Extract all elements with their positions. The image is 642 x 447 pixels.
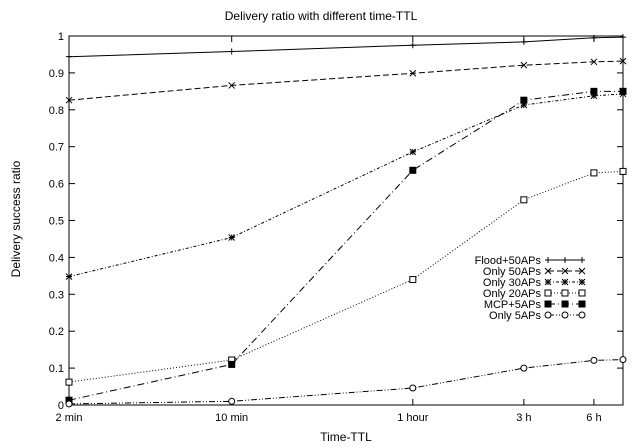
series-line-only-50aps (68, 60, 624, 101)
data-point-mcp-5aps (590, 87, 598, 95)
y-tick-label: 0.4 (49, 252, 64, 264)
data-point-flood-50aps (520, 38, 527, 45)
data-point-flood-50aps (620, 34, 626, 41)
data-point-mcp-5aps (228, 360, 236, 368)
data-point-only-20aps (65, 378, 73, 386)
data-point-only-50aps (228, 82, 236, 89)
legend-label-only-50aps: Only 50APs (483, 266, 542, 278)
x-tick-label: 2 min (56, 412, 83, 424)
y-tick-label: 0.2 (49, 326, 64, 338)
series-line-flood-50aps (68, 36, 624, 58)
legend-marker-only-30aps (561, 278, 569, 286)
legend-marker-only-50aps (561, 267, 569, 275)
data-point-only-30aps (409, 148, 417, 156)
data-point-only-20aps (409, 276, 417, 284)
x-tick-label: 10 min (215, 412, 248, 424)
data-point-only-30aps (590, 92, 598, 100)
data-point-only-5aps (520, 364, 528, 372)
legend-marker-only-5aps (578, 311, 586, 319)
series-only-20aps (65, 167, 627, 386)
legend-marker-flood-50aps (562, 257, 568, 263)
y-tick-label: 0.5 (49, 216, 64, 228)
series-only-50aps (65, 57, 627, 104)
series-flood-50aps (66, 34, 626, 60)
x-tick-label: 1 hour (397, 412, 429, 424)
legend-marker-only-5aps (561, 311, 569, 319)
legend-label-mcp-5aps: MCP+5APs (484, 299, 542, 311)
legend-marker-only-50aps (578, 267, 586, 275)
legend-marker-only-20aps (561, 289, 569, 297)
series-mcp-5aps (65, 87, 627, 404)
data-point-only-5aps (409, 384, 417, 392)
legend-item-only-20aps: Only 20APs (483, 288, 586, 300)
data-point-flood-50aps (409, 42, 416, 49)
y-tick-label: 0.3 (49, 289, 64, 301)
y-axis-label: Delivery success ratio (9, 160, 23, 277)
legend-marker-only-20aps (578, 289, 586, 297)
data-point-only-20aps (619, 167, 627, 175)
legend-label-only-30aps: Only 30APs (483, 277, 542, 289)
data-point-flood-50aps (590, 34, 597, 41)
legend-label-only-5aps: Only 5APs (489, 310, 541, 322)
legend-marker-mcp-5aps (544, 300, 552, 308)
y-tick-label: 0.6 (49, 179, 64, 191)
y-tick-label: 0.9 (49, 68, 64, 80)
legend-marker-flood-50aps (545, 257, 551, 263)
data-point-only-50aps (619, 57, 627, 65)
legend-item-flood-50aps: Flood+50APs (475, 255, 585, 267)
data-point-only-50aps (65, 96, 73, 104)
data-point-only-30aps (65, 273, 73, 280)
data-point-flood-50aps (66, 53, 72, 60)
data-point-only-50aps (590, 58, 598, 66)
legend-marker-flood-50aps (579, 257, 585, 263)
legend-item-mcp-5aps: MCP+5APs (484, 299, 586, 311)
series-only-5aps (65, 356, 627, 408)
data-point-flood-50aps (228, 48, 235, 55)
data-point-mcp-5aps (520, 96, 528, 104)
legend-marker-only-20aps (544, 289, 552, 297)
data-point-only-5aps (65, 400, 73, 408)
data-point-only-20aps (520, 196, 528, 204)
y-tick-label: 0 (58, 400, 64, 412)
x-tick-label: 6 h (586, 412, 601, 424)
legend-marker-only-50aps (544, 267, 552, 275)
data-point-only-5aps (590, 356, 598, 364)
chart-title: Delivery ratio with different time-TTL (225, 9, 418, 23)
plot-layer: 0 0.1 0.2 0.3 0.4 0.5 0.6 0.7 0.8 0.9 1 2 min 10 min… (49, 31, 627, 424)
legend-item-only-30aps: Only 30APs (483, 277, 586, 289)
y-tick-label: 0.7 (49, 142, 64, 154)
legend-marker-mcp-5aps (561, 300, 569, 308)
y-tick-label: 0.8 (49, 105, 64, 117)
y-tick-label: 1 (58, 31, 64, 43)
series-line-mcp-5aps (68, 90, 623, 401)
y-tick-label: 0.1 (49, 363, 64, 375)
legend-marker-only-30aps (578, 278, 586, 286)
data-point-only-50aps (520, 61, 528, 69)
data-point-mcp-5aps (409, 166, 417, 174)
plot-frame (68, 35, 624, 406)
legend-marker-only-5aps (544, 311, 552, 319)
legend-marker-only-30aps (544, 278, 552, 286)
series-only-30aps (65, 90, 627, 280)
legend-item-only-5aps: Only 5APs (489, 310, 586, 322)
data-point-only-5aps (228, 397, 236, 405)
x-tick-label: 3 h (516, 412, 531, 424)
data-point-only-20aps (590, 169, 598, 177)
legend-label-only-20aps: Only 20APs (483, 288, 542, 300)
data-point-mcp-5aps (619, 87, 627, 95)
data-point-only-30aps (228, 234, 236, 241)
data-point-only-30aps (520, 101, 528, 109)
data-point-only-5aps (619, 356, 627, 364)
legend-marker-mcp-5aps (578, 300, 586, 308)
x-axis-label: Time-TTL (320, 430, 372, 444)
data-point-only-50aps (409, 69, 417, 77)
legend-label-flood-50aps: Flood+50APs (475, 255, 542, 267)
series-line-only-30aps (68, 93, 624, 278)
series-line-only-5aps (68, 359, 624, 405)
legend-item-only-50aps: Only 50APs (483, 266, 586, 278)
